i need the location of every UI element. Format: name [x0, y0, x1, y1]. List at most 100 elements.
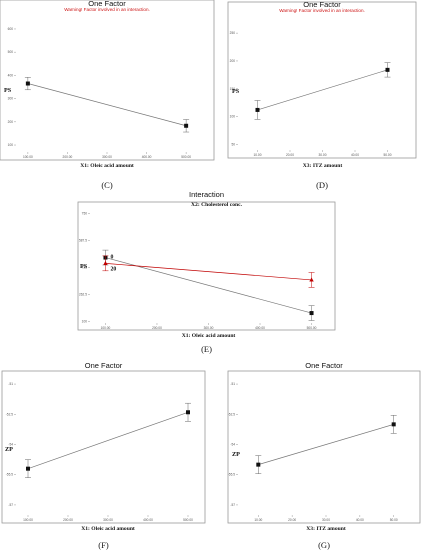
panel-caption: (E): [201, 344, 212, 354]
x-axis-label: X1: Oleic acid amount: [81, 526, 135, 532]
panel-caption: (D): [316, 180, 328, 190]
chart-e: Interaction X2: Cholesterol conc. 100 262.5…: [77, 190, 336, 354]
y-tick-label: -51: [8, 382, 13, 386]
chart-g: One Factor -51 -52.5 -54 -55.5 -57 10.00 20.00 3…: [227, 361, 421, 550]
series-line: [105, 257, 312, 314]
y-tick-label: -52.5: [228, 412, 235, 416]
y-tick-label: -55.5: [228, 473, 235, 477]
series-label: 0: [110, 255, 113, 261]
y-tick-label: 425: [82, 266, 88, 270]
series-line: [257, 69, 388, 111]
y-tick-label: 200: [8, 120, 14, 124]
x-tick-label: 200.00: [63, 155, 73, 159]
y-tick-label: -54: [8, 443, 13, 447]
panel-caption: (C): [101, 180, 113, 190]
y-axis-label: PS: [232, 88, 240, 95]
y-tick-label: 400: [8, 73, 14, 77]
y-tick-label: 750: [82, 212, 88, 216]
chart-frame: [227, 370, 421, 524]
chart-title: One Factor: [88, 0, 126, 8]
data-point: [309, 311, 314, 316]
y-tick-label: 262.5: [79, 292, 87, 296]
series-line: [258, 424, 394, 465]
y-axis-label: ZP: [5, 446, 13, 453]
y-tick-label: 250: [230, 31, 236, 35]
panel-caption: (G): [318, 540, 330, 550]
x-tick-label: 400.00: [143, 518, 153, 522]
chart-frame: [1, 370, 206, 524]
x-tick-label: 40.00: [356, 518, 364, 522]
y-axis-label: PS: [80, 263, 88, 270]
chart-f: One Factor -51 -52.5 -54 -55.5 -57 100.00 200.0…: [1, 361, 206, 550]
x-tick-label: 50.00: [384, 153, 392, 157]
data-point: [255, 107, 260, 112]
x-tick-label: 400.00: [142, 155, 152, 159]
x-tick-label: 300.00: [103, 518, 113, 522]
y-tick-label: 200: [230, 59, 236, 63]
y-tick-label: 300: [8, 97, 14, 101]
x-tick-label: 400.00: [255, 326, 265, 330]
x-tick-label: 10.00: [254, 518, 262, 522]
x-tick-label: 40.00: [351, 153, 359, 157]
y-tick-label: 100: [8, 143, 14, 147]
chart-frame: [0, 0, 215, 161]
x-tick-label: 500.00: [181, 155, 191, 159]
data-point: [26, 466, 30, 471]
y-tick-label: 50: [231, 142, 235, 146]
x-tick-label: 300.00: [102, 155, 112, 159]
chart-frame: [77, 201, 336, 331]
y-tick-label: -54: [230, 443, 235, 447]
y-tick-label: -57: [8, 503, 13, 507]
series-line: [105, 263, 312, 281]
x-axis-label: X3: ITZ amount: [306, 526, 346, 532]
y-tick-label: -57: [230, 503, 235, 507]
x-tick-label: 300.00: [204, 326, 214, 330]
chart-frame: [227, 1, 417, 159]
x-tick-label: 100.00: [23, 518, 33, 522]
x-tick-label: 100.00: [101, 326, 111, 330]
x-tick-label: 500.00: [183, 518, 193, 522]
chart-title: One Factor: [303, 0, 341, 9]
data-point: [385, 67, 390, 72]
series-line: [27, 83, 187, 127]
x-axis-label: X3: ITZ amount: [303, 163, 343, 169]
y-tick-label: 100: [82, 319, 88, 323]
chart-title: One Factor: [305, 361, 343, 370]
x-tick-label: 500.00: [307, 326, 317, 330]
chart-title: Interaction: [189, 190, 224, 199]
x-axis-label: X1: Oleic acid amount: [182, 333, 236, 339]
x-tick-label: 50.00: [390, 518, 398, 522]
y-tick-label: -52.5: [6, 412, 13, 416]
y-axis-label: PS: [4, 87, 12, 94]
data-point: [25, 81, 30, 86]
chart-title: One Factor: [85, 361, 123, 370]
data-point: [186, 410, 190, 415]
warning-text: Warning! Factor involved in an interacti…: [64, 7, 150, 12]
x-tick-label: 10.00: [254, 153, 262, 157]
data-point: [184, 123, 189, 128]
y-tick-label: 100: [230, 115, 236, 119]
data-point: [391, 422, 396, 427]
y-axis-label: ZP: [232, 451, 240, 458]
y-tick-label: 600: [8, 27, 14, 31]
x-tick-label: 20.00: [288, 518, 296, 522]
x-tick-label: 30.00: [322, 518, 330, 522]
y-tick-label: 150: [230, 87, 236, 91]
panel-caption: (F): [98, 540, 109, 550]
x-tick-label: 30.00: [319, 153, 327, 157]
series-label: 20: [110, 266, 116, 272]
warning-text: Warning! Factor involved in an interacti…: [279, 8, 365, 13]
data-point: [103, 260, 108, 265]
x-tick-label: 20.00: [286, 153, 294, 157]
y-tick-label: -55.5: [6, 473, 13, 477]
y-tick-label: 587.5: [79, 239, 87, 243]
y-tick-label: 500: [8, 50, 14, 54]
x-axis-label: X1: Oleic acid amount: [80, 163, 134, 169]
data-point: [309, 277, 314, 282]
x-tick-label: 200.00: [152, 326, 162, 330]
x-tick-label: 200.00: [63, 518, 73, 522]
data-point: [256, 462, 261, 467]
x-tick-label: 100.00: [23, 155, 33, 159]
